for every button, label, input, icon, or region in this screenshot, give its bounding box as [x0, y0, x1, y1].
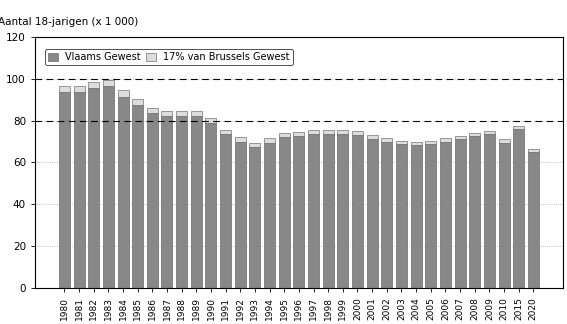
Bar [162, 111, 172, 117]
Bar [147, 108, 158, 113]
Bar [411, 142, 422, 145]
Bar [279, 133, 290, 137]
Bar [176, 117, 187, 288]
Bar [455, 136, 466, 139]
Bar [382, 138, 392, 142]
Bar [220, 130, 231, 134]
Bar [74, 92, 84, 288]
Bar [117, 90, 129, 97]
Bar [367, 139, 378, 288]
Bar [513, 126, 524, 129]
Bar [484, 131, 495, 134]
Bar [191, 117, 202, 288]
Bar [205, 123, 217, 288]
Bar [367, 135, 378, 139]
Bar [337, 134, 348, 288]
Bar [103, 86, 114, 288]
Bar [117, 97, 129, 288]
Bar [162, 117, 172, 288]
Bar [220, 134, 231, 288]
Bar [293, 136, 304, 288]
Bar [88, 82, 99, 88]
Bar [308, 134, 319, 288]
Bar [498, 143, 510, 288]
Bar [469, 133, 480, 136]
Bar [264, 143, 275, 288]
Bar [528, 152, 539, 288]
Bar [264, 138, 275, 143]
Bar [59, 92, 70, 288]
Bar [147, 113, 158, 288]
Bar [411, 145, 422, 288]
Bar [528, 149, 539, 152]
Bar [396, 141, 407, 144]
Bar [74, 86, 84, 92]
Bar [484, 134, 495, 288]
Bar [59, 86, 70, 92]
Bar [469, 136, 480, 288]
Bar [132, 105, 143, 288]
Bar [382, 142, 392, 288]
Bar [235, 142, 246, 288]
Bar [235, 137, 246, 142]
Bar [425, 141, 436, 144]
Bar [352, 135, 363, 288]
Bar [352, 131, 363, 135]
Bar [396, 144, 407, 288]
Bar [440, 142, 451, 288]
Bar [323, 130, 334, 134]
Bar [176, 111, 187, 117]
Bar [308, 130, 319, 134]
Bar [425, 144, 436, 288]
Bar [293, 132, 304, 136]
Bar [191, 111, 202, 117]
Bar [132, 99, 143, 105]
Bar [337, 130, 348, 134]
Bar [205, 118, 217, 123]
Bar [513, 129, 524, 288]
Bar [249, 143, 260, 147]
Bar [498, 139, 510, 143]
Bar [88, 88, 99, 288]
Text: Aantal 18-jarigen (x 1 000): Aantal 18-jarigen (x 1 000) [0, 17, 138, 27]
Bar [440, 138, 451, 142]
Bar [323, 134, 334, 288]
Bar [249, 147, 260, 288]
Legend: Vlaams Gewest, 17% van Brussels Gewest: Vlaams Gewest, 17% van Brussels Gewest [45, 50, 293, 65]
Bar [455, 139, 466, 288]
Bar [103, 80, 114, 86]
Bar [279, 137, 290, 288]
